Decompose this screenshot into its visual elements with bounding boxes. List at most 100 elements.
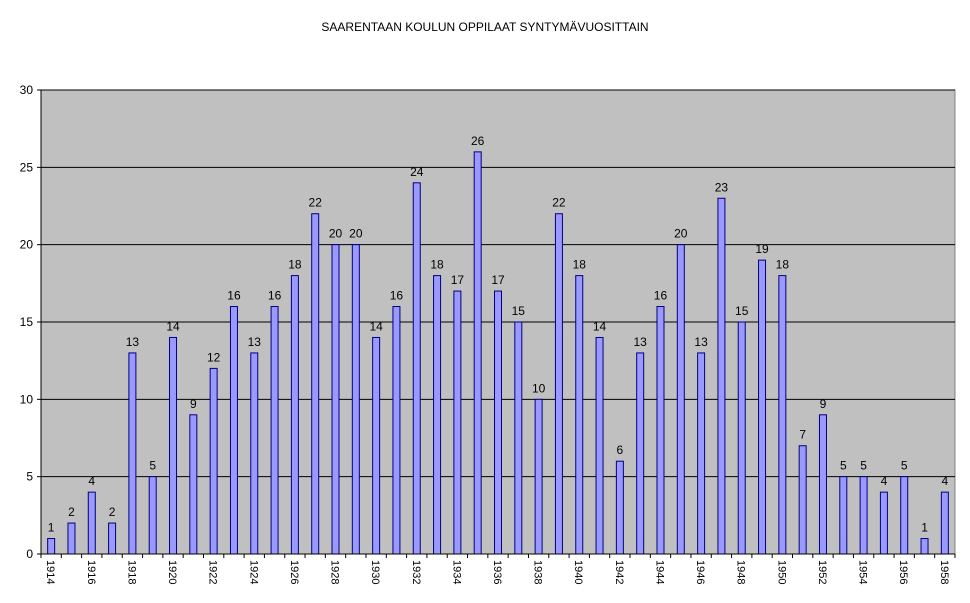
x-tick-label: 1932 [410,560,422,584]
y-tick-label: 5 [26,470,33,484]
data-label-1914: 1 [48,521,55,535]
data-label-1943: 13 [633,335,647,349]
y-tick-label: 20 [20,238,34,252]
data-label-1955: 4 [881,474,888,488]
data-label-1918: 13 [126,335,140,349]
x-tick-label: 1944 [653,560,665,584]
x-tick-label: 1938 [532,560,544,584]
data-label-1956: 5 [901,459,908,473]
bar-1936 [494,290,502,555]
data-label-1921: 9 [190,397,197,411]
bar-1932 [412,182,421,555]
bar-1946 [697,352,706,555]
bar-1947 [717,197,726,555]
x-tick-label: 1950 [775,560,787,584]
bar-1920 [169,336,178,555]
bar-1933 [433,275,442,555]
y-tick-label: 25 [20,160,34,174]
data-label-1939: 22 [552,196,566,210]
x-tick-label: 1922 [207,560,219,584]
x-tick-label: 1926 [288,560,300,584]
bar-1948 [737,321,746,555]
y-tick-label: 10 [20,392,34,406]
x-tick-label: 1934 [450,560,462,584]
x-tick-label: 1918 [125,560,137,584]
bar-1941 [595,336,604,555]
data-label-1928: 20 [329,227,343,241]
bar-1930 [372,336,381,555]
bar-1939 [554,213,563,555]
data-label-1948: 15 [735,304,749,318]
data-label-1919: 5 [149,459,156,473]
x-tick-label: 1914 [44,560,56,584]
bar-1954 [859,476,868,555]
bar-1957 [920,538,929,555]
data-label-1957: 1 [921,521,928,535]
data-label-1923: 16 [227,289,241,303]
data-label-1920: 14 [166,319,180,333]
x-tick-label: 1916 [85,560,97,584]
bar-1922 [209,367,218,555]
data-label-1924: 13 [248,335,262,349]
bar-1917 [108,522,117,555]
bar-1952 [818,414,827,555]
x-tick-label: 1940 [572,560,584,584]
bars [47,151,949,555]
x-tick-label: 1958 [938,560,950,584]
data-label-1950: 18 [776,258,790,272]
data-label-1935: 26 [471,134,485,148]
data-label-1933: 18 [430,258,444,272]
x-tick-label: 1930 [369,560,381,584]
bar-1927 [311,213,320,555]
x-tick-label: 1946 [694,560,706,584]
bar-1916 [87,491,96,555]
data-label-1927: 22 [309,196,323,210]
data-label-1946: 13 [694,335,708,349]
data-label-1954: 5 [860,459,867,473]
bar-1943 [636,352,645,555]
data-label-1945: 20 [674,227,688,241]
data-label-1937: 15 [512,304,526,318]
bar-1931 [392,306,401,555]
bar-1918 [128,352,137,555]
data-label-1938: 10 [532,381,546,395]
x-tick-label: 1956 [897,560,909,584]
x-tick-label: 1928 [329,560,341,584]
bar-1944 [656,306,665,555]
x-tick-label: 1920 [166,560,178,584]
bar-1926 [290,275,299,555]
bar-1945 [676,244,685,555]
bar-1929 [351,244,360,555]
data-label-1936: 17 [491,273,505,287]
bar-1938 [534,398,543,555]
data-label-1940: 18 [573,258,587,272]
bar-1923 [229,306,238,555]
data-label-1917: 2 [109,505,116,519]
data-label-1932: 24 [410,165,424,179]
bar-1956 [900,476,909,555]
x-tick-label: 1954 [857,560,869,584]
bar-1924 [250,352,259,555]
data-label-1944: 16 [654,289,668,303]
x-axis: 1914 1916 1918 1920 1922 1924 1926 1928 1930 1932… [40,553,956,584]
x-tick-label: 1952 [816,560,828,584]
data-label-1941: 14 [593,319,607,333]
data-label-1958: 4 [942,474,949,488]
data-label-1934: 17 [451,273,465,287]
data-label-1930: 14 [369,319,383,333]
bar-1915 [67,522,76,555]
x-tick-label: 1942 [613,560,625,584]
bar-1940 [575,275,584,555]
bar-1914 [47,538,56,555]
data-label-1925: 16 [268,289,282,303]
y-tick-label: 30 [20,83,34,97]
bar-1949 [758,259,767,555]
bar-1942 [615,460,624,555]
data-label-1915: 2 [68,505,75,519]
x-tick-label: 1924 [247,560,259,584]
chart-title: SAARENTAAN KOULUN OPPILAAT SYNTYMÄVUOSIT… [321,20,649,34]
bar-1950 [778,275,787,555]
data-label-1922: 12 [207,350,221,364]
bar-1919 [148,476,157,555]
